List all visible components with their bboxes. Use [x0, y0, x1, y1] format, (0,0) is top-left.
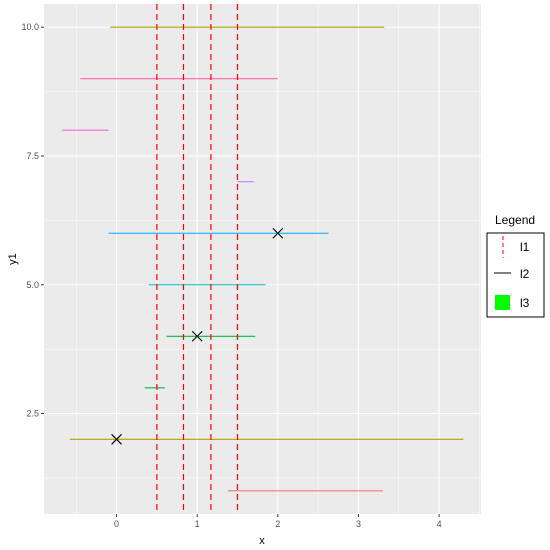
point-2 [191, 330, 203, 342]
point-1 [111, 433, 122, 445]
x-tick-label: 4 [437, 519, 442, 529]
legend-box [486, 232, 545, 318]
plot-panel [44, 4, 481, 514]
axes: 0 1 2 3 4 2.5 5.0 7.5 10.0 [21, 22, 441, 529]
x-axis-title: x [259, 535, 265, 547]
x-tick-label: 2 [275, 519, 280, 529]
vertical-reference-lines [156, 4, 239, 514]
x-tick-label: 1 [195, 519, 200, 529]
y-tick-label: 7.5 [26, 151, 39, 161]
legend-label-l1: l1 [520, 240, 530, 254]
y-axis-title: y1 [7, 253, 19, 265]
points [111, 227, 284, 445]
legend-title: Legend [495, 213, 535, 227]
legend: Legend l1 l2 l3 [486, 213, 545, 318]
y-tick-label: 2.5 [26, 409, 39, 419]
legend-label-l2: l2 [520, 267, 530, 281]
point-3 [272, 227, 284, 239]
legend-label-l3: l3 [520, 296, 530, 310]
x-tick-label: 3 [356, 519, 361, 529]
y-tick-label: 5.0 [26, 280, 39, 290]
legend-key-l3 [495, 295, 510, 310]
y-tick-label: 10.0 [21, 22, 39, 32]
x-tick-label: 0 [114, 519, 119, 529]
segments [61, 26, 464, 492]
